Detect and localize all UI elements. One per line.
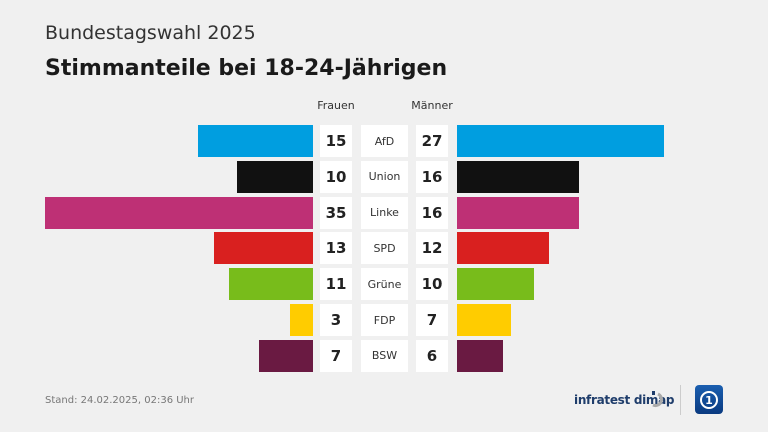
bar-frauen-afd: [198, 125, 313, 157]
timestamp: Stand: 24.02.2025, 02:36 Uhr: [45, 395, 195, 406]
infratest-dimap-logo: infratest dimap: [574, 393, 675, 407]
value-maenner: 16: [416, 160, 448, 193]
value-frauen: 11: [320, 268, 352, 301]
value-maenner: 12: [416, 232, 448, 265]
party-label: Union: [361, 160, 408, 193]
value-frauen: 13: [320, 232, 352, 265]
value-frauen: 15: [320, 125, 352, 157]
supertitle: Bundestagswahl 2025: [45, 22, 256, 44]
bar-frauen-linke: [45, 196, 313, 229]
bar-maenner-spd: [457, 232, 549, 265]
value-maenner: 10: [416, 268, 448, 301]
bar-maenner-afd: [457, 125, 664, 157]
svg-text:1: 1: [705, 394, 713, 407]
bar-frauen-bsw: [259, 339, 313, 372]
legend-frauen: Frauen: [317, 99, 355, 112]
bar-maenner-bsw: [457, 339, 503, 372]
bar-frauen-union: [236, 160, 313, 193]
bar-maenner-linke: [457, 196, 580, 229]
bar-frauen-grüne: [228, 268, 313, 301]
bar-maenner-grüne: [457, 268, 534, 301]
party-label: SPD: [361, 232, 408, 265]
value-maenner: 6: [416, 339, 448, 372]
value-frauen: 35: [320, 196, 352, 229]
party-label: AfD: [361, 125, 408, 157]
divider: [680, 385, 681, 415]
legend-maenner: Männer: [411, 99, 453, 112]
value-frauen: 7: [320, 339, 352, 372]
party-label: FDP: [361, 304, 408, 336]
bar-maenner-union: [457, 160, 580, 193]
dimap-logo-icon: [652, 391, 664, 408]
party-label: BSW: [361, 339, 408, 372]
ard-logo-icon: 1: [695, 385, 723, 414]
bar-maenner-fdp: [457, 304, 511, 336]
bar-frauen-spd: [213, 232, 313, 265]
value-maenner: 7: [416, 304, 448, 336]
chart-title: Stimmanteile bei 18-24-Jährigen: [45, 56, 448, 81]
value-maenner: 27: [416, 125, 448, 157]
value-maenner: 16: [416, 196, 448, 229]
value-frauen: 3: [320, 304, 352, 336]
value-frauen: 10: [320, 160, 352, 193]
party-label: Grüne: [361, 268, 408, 301]
bar-frauen-fdp: [290, 304, 313, 336]
party-label: Linke: [361, 196, 408, 229]
